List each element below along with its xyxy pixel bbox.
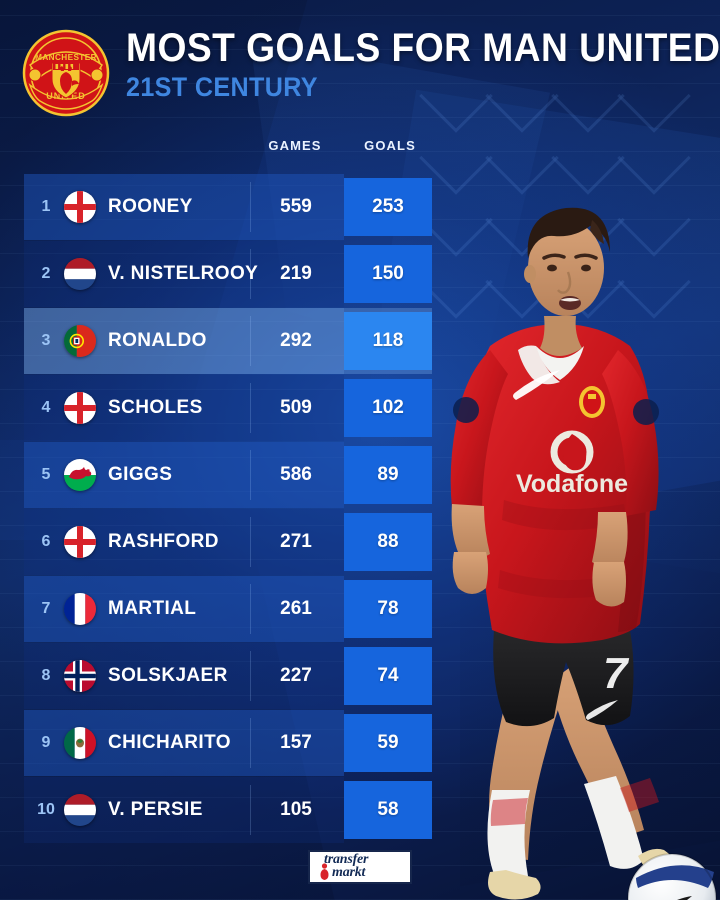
- table-row[interactable]: 9 CHICHARITO 157 59: [0, 710, 448, 776]
- goals-highlight-block: [344, 446, 432, 504]
- player-goals: 78: [377, 598, 399, 619]
- table-row[interactable]: 7 MARTIAL 261 78: [0, 576, 448, 642]
- column-divider: [250, 718, 251, 768]
- player-games: 219: [280, 263, 312, 284]
- england-flag-icon: [64, 392, 96, 424]
- table-row[interactable]: 4 SCHOLES 509 102: [0, 375, 448, 441]
- transfermarkt-logo[interactable]: transfer markt: [308, 850, 412, 884]
- svg-text:7: 7: [603, 649, 630, 698]
- player-name: CHICHARITO: [108, 732, 231, 753]
- player-name: RONALDO: [108, 330, 207, 351]
- goals-highlight-block: [344, 580, 432, 638]
- player-goals: 89: [377, 464, 399, 485]
- goals-highlight-block: [344, 781, 432, 839]
- player-goals: 253: [372, 196, 404, 217]
- player-name: ROONEY: [108, 196, 193, 217]
- table-row[interactable]: 1 ROONEY 559 253: [0, 174, 448, 240]
- column-header-games: GAMES: [268, 138, 322, 153]
- player-goals: 88: [377, 531, 399, 552]
- transfermarkt-word-transfer: transfer: [324, 852, 369, 867]
- player-name: MARTIAL: [108, 598, 197, 619]
- svg-text:MANCHESTER: MANCHESTER: [35, 53, 97, 62]
- player-goals: 102: [372, 397, 404, 418]
- table-row[interactable]: 6 RASHFORD 271 88: [0, 509, 448, 575]
- player-games: 586: [280, 464, 312, 485]
- player-name: GIGGS: [108, 464, 173, 485]
- player-name: SOLSKJAER: [108, 665, 228, 686]
- row-rank: 6: [41, 533, 51, 550]
- player-games: 105: [280, 799, 312, 820]
- norway-flag-icon: [64, 660, 96, 692]
- svg-text:Vodafone: Vodafone: [516, 470, 628, 498]
- row-rank: 2: [41, 265, 51, 282]
- france-flag-icon: [64, 593, 96, 625]
- netherlands-flag-icon: [64, 794, 96, 826]
- row-rank: 8: [41, 667, 51, 684]
- ranking-table: GAMES GOALS 1 ROONEY 559 253 2 V. NISTELROOY 2…: [0, 138, 448, 844]
- player-games: 227: [280, 665, 312, 686]
- row-rank: 7: [41, 600, 51, 617]
- table-row[interactable]: 5 GIGGS 586 89: [0, 442, 448, 508]
- goals-highlight-block: [344, 178, 432, 236]
- column-divider: [250, 316, 251, 366]
- column-divider: [250, 450, 251, 500]
- transfermarkt-figure-icon: [318, 863, 331, 880]
- row-rank: 3: [41, 332, 51, 349]
- column-headers: GAMES GOALS: [0, 138, 448, 168]
- row-rank: 1: [41, 198, 51, 215]
- goals-highlight-block: [344, 245, 432, 303]
- player-goals: 74: [377, 665, 399, 686]
- goals-highlight-block: [344, 513, 432, 571]
- page-subtitle: 21ST CENTURY: [126, 72, 318, 102]
- column-divider: [250, 584, 251, 634]
- player-name: V. NISTELROOY: [108, 263, 259, 284]
- portugal-flag-icon: [64, 325, 96, 357]
- goals-highlight-block: [344, 647, 432, 705]
- player-games: 271: [280, 531, 312, 552]
- player-goals: 150: [372, 263, 404, 284]
- column-divider: [250, 651, 251, 701]
- goals-highlight-block: [344, 714, 432, 772]
- row-rank: 5: [41, 466, 51, 483]
- table-row[interactable]: 8 SOLSKJAER 227 74: [0, 643, 448, 709]
- player-games: 157: [280, 732, 312, 753]
- mexico-flag-icon: [64, 727, 96, 759]
- goals-highlight-block: [344, 379, 432, 437]
- wales-flag-icon: [64, 459, 96, 491]
- player-games: 261: [280, 598, 312, 619]
- table-row[interactable]: 3 RONALDO 292 118: [0, 308, 448, 374]
- player-games: 509: [280, 397, 312, 418]
- row-rank: 4: [41, 399, 51, 416]
- player-games: 559: [280, 196, 312, 217]
- player-name: V. PERSIE: [108, 799, 203, 820]
- row-rank: 9: [41, 734, 51, 751]
- cristiano-ronaldo-photo: 7: [420, 100, 720, 900]
- england-flag-icon: [64, 191, 96, 223]
- england-flag-icon: [64, 526, 96, 558]
- transfermarkt-word-markt: markt: [332, 865, 366, 880]
- table-row[interactable]: 10 V. PERSIE 105 58: [0, 777, 448, 843]
- column-divider: [250, 182, 251, 232]
- player-name: RASHFORD: [108, 531, 219, 552]
- player-name: SCHOLES: [108, 397, 203, 418]
- netherlands-flag-icon: [64, 258, 96, 290]
- column-divider: [250, 517, 251, 567]
- row-rank: 10: [37, 801, 55, 818]
- player-goals: 59: [377, 732, 399, 753]
- manchester-united-crest-icon: MANCHESTER UNITED: [22, 29, 110, 117]
- title-block: MOST GOALS FOR MAN UNITED 21ST CENTURY: [126, 26, 720, 102]
- column-header-goals: GOALS: [364, 138, 416, 153]
- header: MANCHESTER UNITED: [22, 26, 720, 126]
- table-row[interactable]: 2 V. NISTELROOY 219 150: [0, 241, 448, 307]
- column-divider: [250, 383, 251, 433]
- column-divider: [250, 249, 251, 299]
- column-divider: [250, 785, 251, 835]
- player-goals: 118: [372, 330, 404, 351]
- player-games: 292: [280, 330, 312, 351]
- player-goals: 58: [377, 799, 399, 820]
- goals-highlight-block: [344, 312, 432, 370]
- table-rows: 1 ROONEY 559 253 2 V. NISTELROOY 219 150 3 RONALD…: [0, 174, 448, 843]
- page-title: MOST GOALS FOR MAN UNITED: [126, 26, 720, 70]
